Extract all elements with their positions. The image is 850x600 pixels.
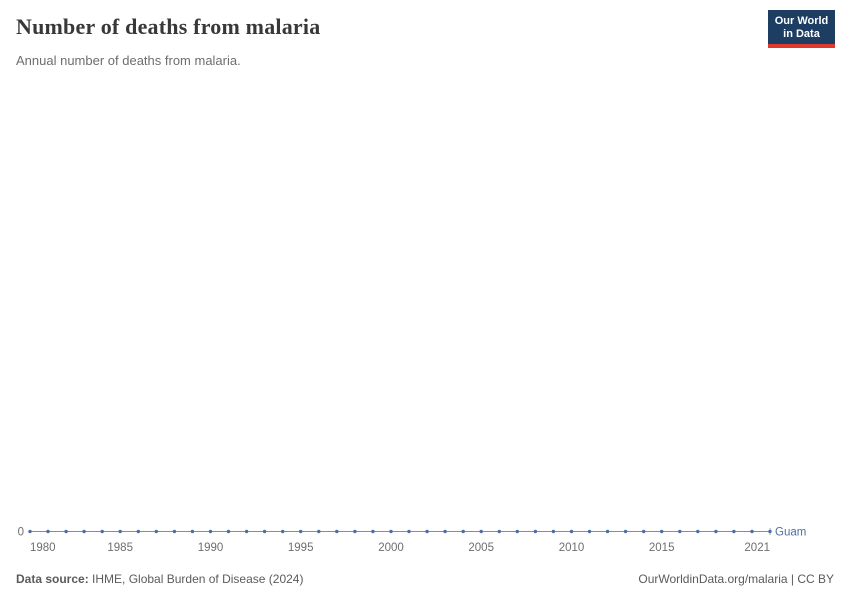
data-point[interactable] [515, 529, 519, 534]
x-tick-label: 1995 [288, 542, 314, 554]
data-point[interactable] [28, 529, 32, 534]
data-point[interactable] [569, 529, 574, 534]
x-tick-label: 1990 [198, 542, 224, 554]
data-point[interactable] [461, 529, 465, 534]
data-point[interactable] [82, 529, 86, 534]
data-point[interactable] [172, 529, 177, 534]
data-point[interactable] [100, 529, 104, 534]
owid-logo-line1: Our World [774, 15, 829, 27]
data-point[interactable] [533, 529, 538, 534]
owid-logo: Our World in Data [768, 10, 835, 48]
data-point[interactable] [642, 529, 646, 534]
data-point[interactable] [118, 529, 122, 534]
data-point[interactable] [208, 529, 213, 534]
data-point[interactable] [335, 529, 339, 534]
data-point[interactable] [136, 529, 140, 534]
y-tick-label: 0 [18, 527, 24, 539]
x-tick-label: 2015 [649, 542, 675, 554]
data-point[interactable] [299, 529, 303, 534]
data-point[interactable] [497, 529, 501, 534]
data-point[interactable] [371, 529, 375, 534]
data-point[interactable] [678, 529, 682, 534]
data-point[interactable] [425, 529, 429, 534]
data-point[interactable] [660, 529, 664, 534]
data-source: Data source: IHME, Global Burden of Dise… [16, 572, 303, 586]
data-point[interactable] [768, 529, 772, 534]
data-source-label: Data source: [16, 572, 89, 586]
data-point[interactable] [479, 529, 483, 534]
data-point[interactable] [443, 529, 447, 534]
x-tick-label: 2021 [744, 542, 770, 554]
data-point[interactable] [732, 529, 736, 534]
data-point[interactable] [696, 529, 700, 534]
data-point[interactable] [154, 529, 158, 534]
data-point[interactable] [64, 529, 68, 534]
owid-logo-line2: in Data [783, 28, 820, 40]
data-point[interactable] [389, 529, 393, 534]
data-point[interactable] [605, 529, 610, 534]
data-point[interactable] [714, 529, 718, 534]
data-point[interactable] [262, 529, 267, 534]
data-point[interactable] [317, 529, 321, 534]
data-point[interactable] [281, 529, 285, 534]
data-point[interactable] [587, 529, 592, 534]
data-point[interactable] [244, 529, 249, 534]
data-point[interactable] [551, 529, 556, 534]
x-tick-label: 1985 [107, 542, 133, 554]
data-point[interactable] [407, 529, 411, 534]
data-point[interactable] [46, 529, 50, 534]
data-point[interactable] [623, 529, 628, 534]
data-point[interactable] [190, 529, 195, 534]
chart-subtitle: Annual number of deaths from malaria. [16, 53, 241, 68]
entity-label: Guam [775, 527, 806, 539]
footer-license-link[interactable]: OurWorldinData.org/malaria | CC BY [638, 572, 834, 586]
x-tick-label: 1980 [30, 542, 56, 554]
x-tick-label: 2005 [468, 542, 494, 554]
x-tick-label: 2000 [378, 542, 404, 554]
data-point[interactable] [750, 529, 754, 534]
data-point[interactable] [226, 529, 231, 534]
chart-title: Number of deaths from malaria [16, 14, 321, 39]
x-tick-label: 2010 [559, 542, 585, 554]
data-point[interactable] [353, 529, 357, 534]
data-source-text: IHME, Global Burden of Disease (2024) [88, 572, 304, 586]
